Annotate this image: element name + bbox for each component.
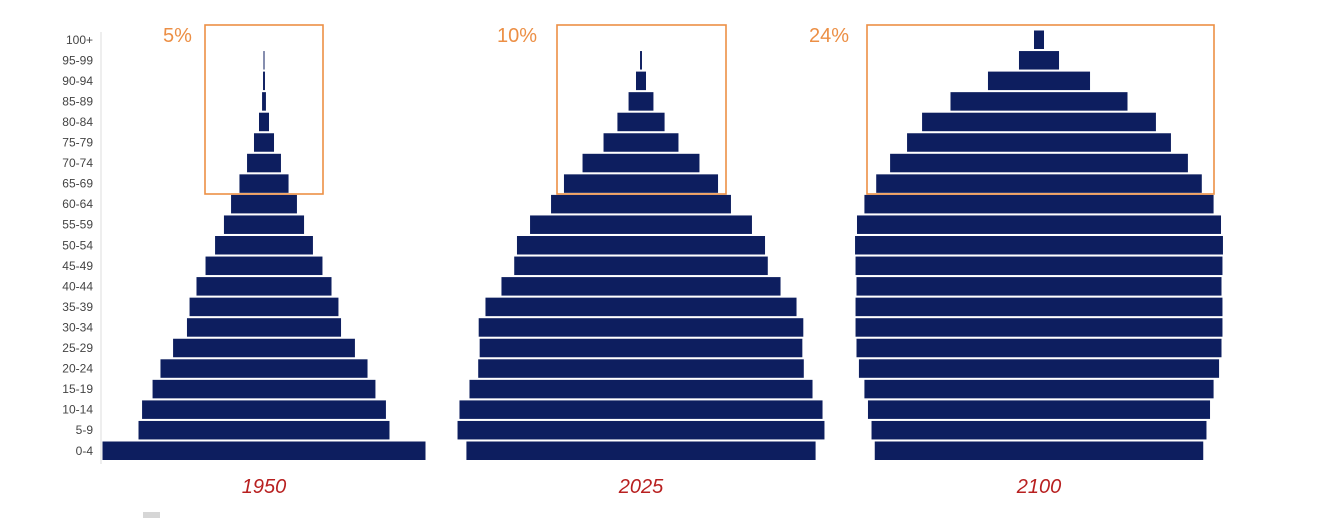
population-bar [152,379,376,399]
age-tick-label: 90-94 [62,74,93,88]
population-bar [516,236,766,255]
population-bar [231,194,297,214]
population-bar [239,174,289,193]
population-bar [635,71,647,91]
population-bar [262,92,266,111]
population-bar [582,153,700,173]
population-bar [138,420,390,440]
population-bar [563,174,719,193]
population-bar [856,277,1222,296]
population-bar [263,51,265,70]
age-tick-label: 50-54 [62,238,93,252]
age-tick-label: 15-19 [62,382,93,396]
age-tick-label: 65-69 [62,177,93,191]
population-bar [856,215,1222,234]
age-tick-label: 10-14 [62,403,93,417]
population-bar [855,256,1223,276]
age-tick-label: 40-44 [62,279,93,293]
pyramid-panels: 5% 1950 10% 2025 24% 2100 [102,24,1223,498]
population-bar [501,277,781,296]
population-bar [196,277,332,296]
population-bar [876,174,1202,193]
population-bar [459,400,823,419]
population-bar [867,400,1211,419]
population-bar [855,297,1223,317]
age-tick-label: 85-89 [62,94,93,108]
age-tick-label: 45-49 [62,259,93,273]
year-label: 2025 [618,476,664,498]
population-bar [864,194,1214,214]
population-bar [530,215,752,234]
age-tick-label: 5-9 [76,423,94,437]
population-bar [551,194,731,214]
elderly-highlight-box [866,24,1215,195]
population-bar [263,71,265,91]
age-tick-label: 25-29 [62,341,93,355]
population-bar [466,441,816,460]
population-bar [478,318,804,337]
elderly-highlight-box [556,24,727,195]
population-bar [142,400,386,419]
population-bar [173,338,355,358]
age-tick-label: 0-4 [76,444,94,458]
population-bar [457,420,825,440]
population-bar [855,236,1223,255]
population-bar [950,92,1128,111]
population-bar [253,133,275,152]
age-tick-label: 95-99 [62,53,93,67]
population-bar [478,359,804,378]
population-bar [189,297,339,317]
elderly-share-label: 24% [809,25,849,47]
age-tick-label: 75-79 [62,136,93,150]
year-label: 2100 [1016,476,1062,498]
elderly-highlight-box [204,24,324,195]
age-tick-label: 20-24 [62,362,93,376]
population-bar [186,318,342,337]
pyramid-panel-1950: 5% 1950 [102,24,426,498]
population-bar [205,256,323,276]
population-bar [640,51,642,70]
age-tick-label: 60-64 [62,197,93,211]
pyramid-panel-2100: 24% 2100 [809,24,1223,498]
age-tick-label: 80-84 [62,115,93,129]
year-label: 1950 [242,476,287,498]
age-tick-label: 30-34 [62,320,93,334]
population-bar [160,359,368,378]
population-bar [603,133,679,152]
population-bar [874,441,1204,460]
population-bar [856,338,1222,358]
population-bar [617,112,665,132]
age-tick-label: 100+ [66,33,93,47]
population-bar [1018,51,1060,70]
population-bar [469,379,813,399]
population-bar [479,338,803,358]
age-tick-label: 35-39 [62,300,93,314]
population-bar [864,379,1214,399]
population-bar [102,441,426,460]
population-bar [1033,30,1045,49]
population-bar [987,71,1091,91]
population-bar [871,420,1207,440]
elderly-share-label: 5% [163,25,192,47]
population-bar [215,236,313,255]
elderly-share-label: 10% [497,25,537,47]
population-bar [907,133,1171,152]
population-bar [223,215,305,234]
population-bar [514,256,768,276]
population-bar [890,153,1188,173]
population-bar [858,359,1220,378]
population-bar [485,297,797,317]
age-tick-label: 70-74 [62,156,93,170]
population-bar [922,112,1156,132]
population-bar [247,153,281,173]
population-bar [258,112,270,132]
pyramid-panel-2025: 10% 2025 [457,24,825,498]
age-tick-label: 55-59 [62,218,93,232]
population-bar [628,92,654,111]
population-bar [855,318,1223,337]
legend-swatch [143,512,160,518]
age-group-axis: 100+ 95-99 90-94 85-89 80-84 75-79 70-74 65-69 6… [62,33,93,458]
